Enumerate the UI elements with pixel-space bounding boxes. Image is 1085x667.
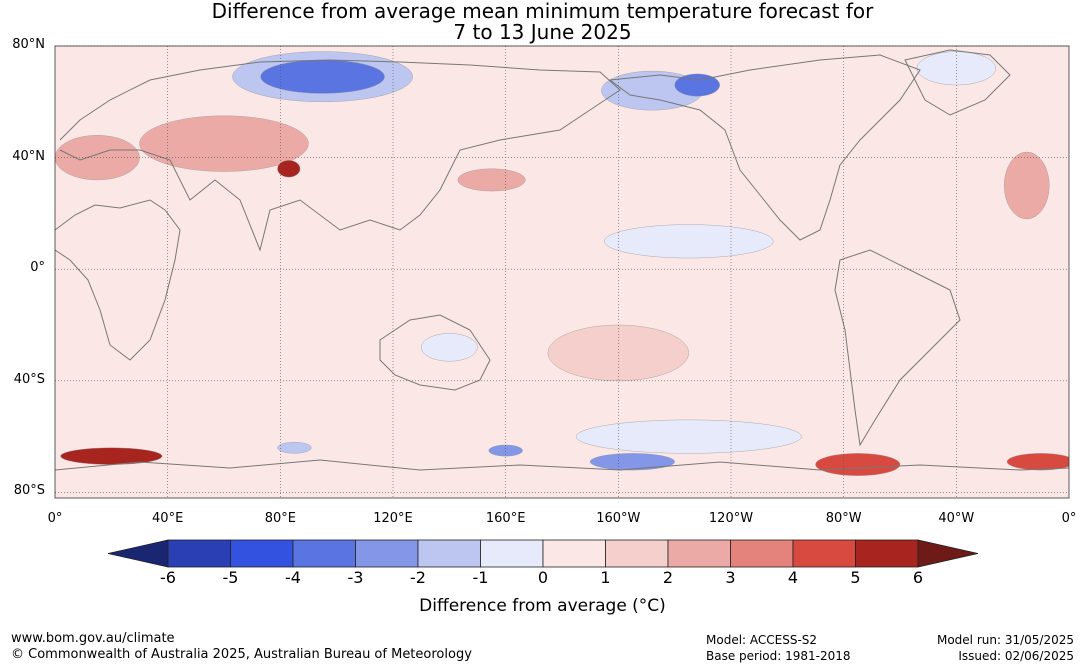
coastline-south-america [834, 249, 961, 447]
colorbar-bin [480, 539, 544, 568]
colorbar-tick-label: 1 [600, 568, 611, 587]
anomaly-antarctic-cold-a [589, 453, 675, 471]
colorbar-bin [855, 539, 919, 568]
colorbar-tick-label: -1 [472, 568, 489, 587]
latitude-label: 80°N [12, 37, 45, 52]
coastline-antarctica [55, 459, 1069, 471]
colorbar-tick-label: 0 [537, 568, 549, 587]
anomaly-pacific-warm [457, 168, 526, 192]
footer-copyright: © Commonwealth of Australia 2025, Austra… [11, 647, 472, 662]
longitude-label: 120°E [373, 511, 413, 526]
anomaly-antarctic-warm-b [815, 453, 901, 476]
coastline-greenland [904, 49, 1011, 116]
longitude-label: 80°W [825, 511, 862, 526]
anomaly-antarctic-warm-c [1006, 453, 1069, 471]
colorbar-label: Difference from average (°C) [419, 596, 666, 616]
colorbar-bin [417, 539, 481, 568]
footer-issued: Issued: 02/06/2025 [958, 649, 1074, 663]
longitude-label: 0° [1061, 511, 1077, 526]
coastlines [55, 49, 1069, 471]
longitude-label: 40°W [938, 511, 975, 526]
longitude-label: 80°E [264, 511, 296, 526]
footer-model: Model: ACCESS-S2 [706, 633, 818, 647]
colorbar-tick-label: 4 [787, 568, 799, 587]
colorbar-tick-label: -4 [285, 568, 301, 587]
map-title-line2: 7 to 13 June 2025 [453, 20, 632, 44]
colorbar-bin [667, 539, 731, 568]
footer-model-run: Model run: 31/05/2025 [936, 633, 1074, 647]
anomaly-north-atlantic-warm [1004, 151, 1050, 220]
map-frame [54, 45, 1070, 499]
colorbar-tick-label: 6 [912, 568, 924, 587]
colorbar-tick-label: -2 [410, 568, 426, 587]
colorbar-extend-low [107, 539, 169, 568]
colorbar-extend-high [917, 539, 979, 568]
latitude-label: 40°S [13, 371, 45, 387]
anomaly-australia-cold [420, 333, 478, 362]
footer-base-period: Base period: 1981-2018 [706, 649, 851, 663]
colorbar-bin [167, 539, 231, 568]
footer-url: www.bom.gov.au/climate [11, 631, 175, 646]
coastline-north-america [608, 54, 921, 241]
colorbar-tick-label: -5 [222, 568, 239, 587]
colorbar-tick-label: -3 [347, 568, 364, 587]
colorbar-bin [792, 539, 856, 568]
latitude-label: 0° [30, 260, 45, 276]
map-title-line1: Difference from average mean minimum tem… [211, 0, 874, 23]
anomaly-tibet-warm [277, 160, 301, 178]
colorbar-tick-label: 2 [662, 568, 674, 587]
coastline-eurasia [59, 59, 621, 252]
longitude-label: 160°W [596, 511, 641, 526]
anomaly-antarctic-cold-b [488, 444, 523, 457]
anomaly-antarctic-cold-c [277, 441, 312, 454]
coastline-australia [379, 314, 491, 391]
colorbar-bin [605, 539, 669, 568]
colorbar-bin [292, 539, 356, 568]
colorbar-tick-label: 3 [725, 568, 736, 587]
latitude-label: 40°N [12, 148, 45, 164]
anomaly-yukon-cold [674, 73, 720, 97]
longitude-label: 120°W [708, 511, 754, 526]
colorbar-bin [730, 539, 794, 568]
colorbar-tick-label: -6 [160, 568, 176, 587]
colorbar-tick-label: 5 [850, 568, 861, 587]
longitude-label: 40°E [152, 511, 184, 526]
anomaly-southern-ocean-cold [575, 419, 802, 454]
latitude-label: 80°S [13, 483, 45, 499]
longitude-label: 0° [47, 511, 63, 526]
longitude-label: 160°E [485, 511, 526, 526]
colorbar-bin [542, 539, 606, 568]
coastline-africa [55, 199, 181, 361]
colorbar-bin [355, 539, 419, 568]
colorbar-bin [230, 539, 294, 568]
